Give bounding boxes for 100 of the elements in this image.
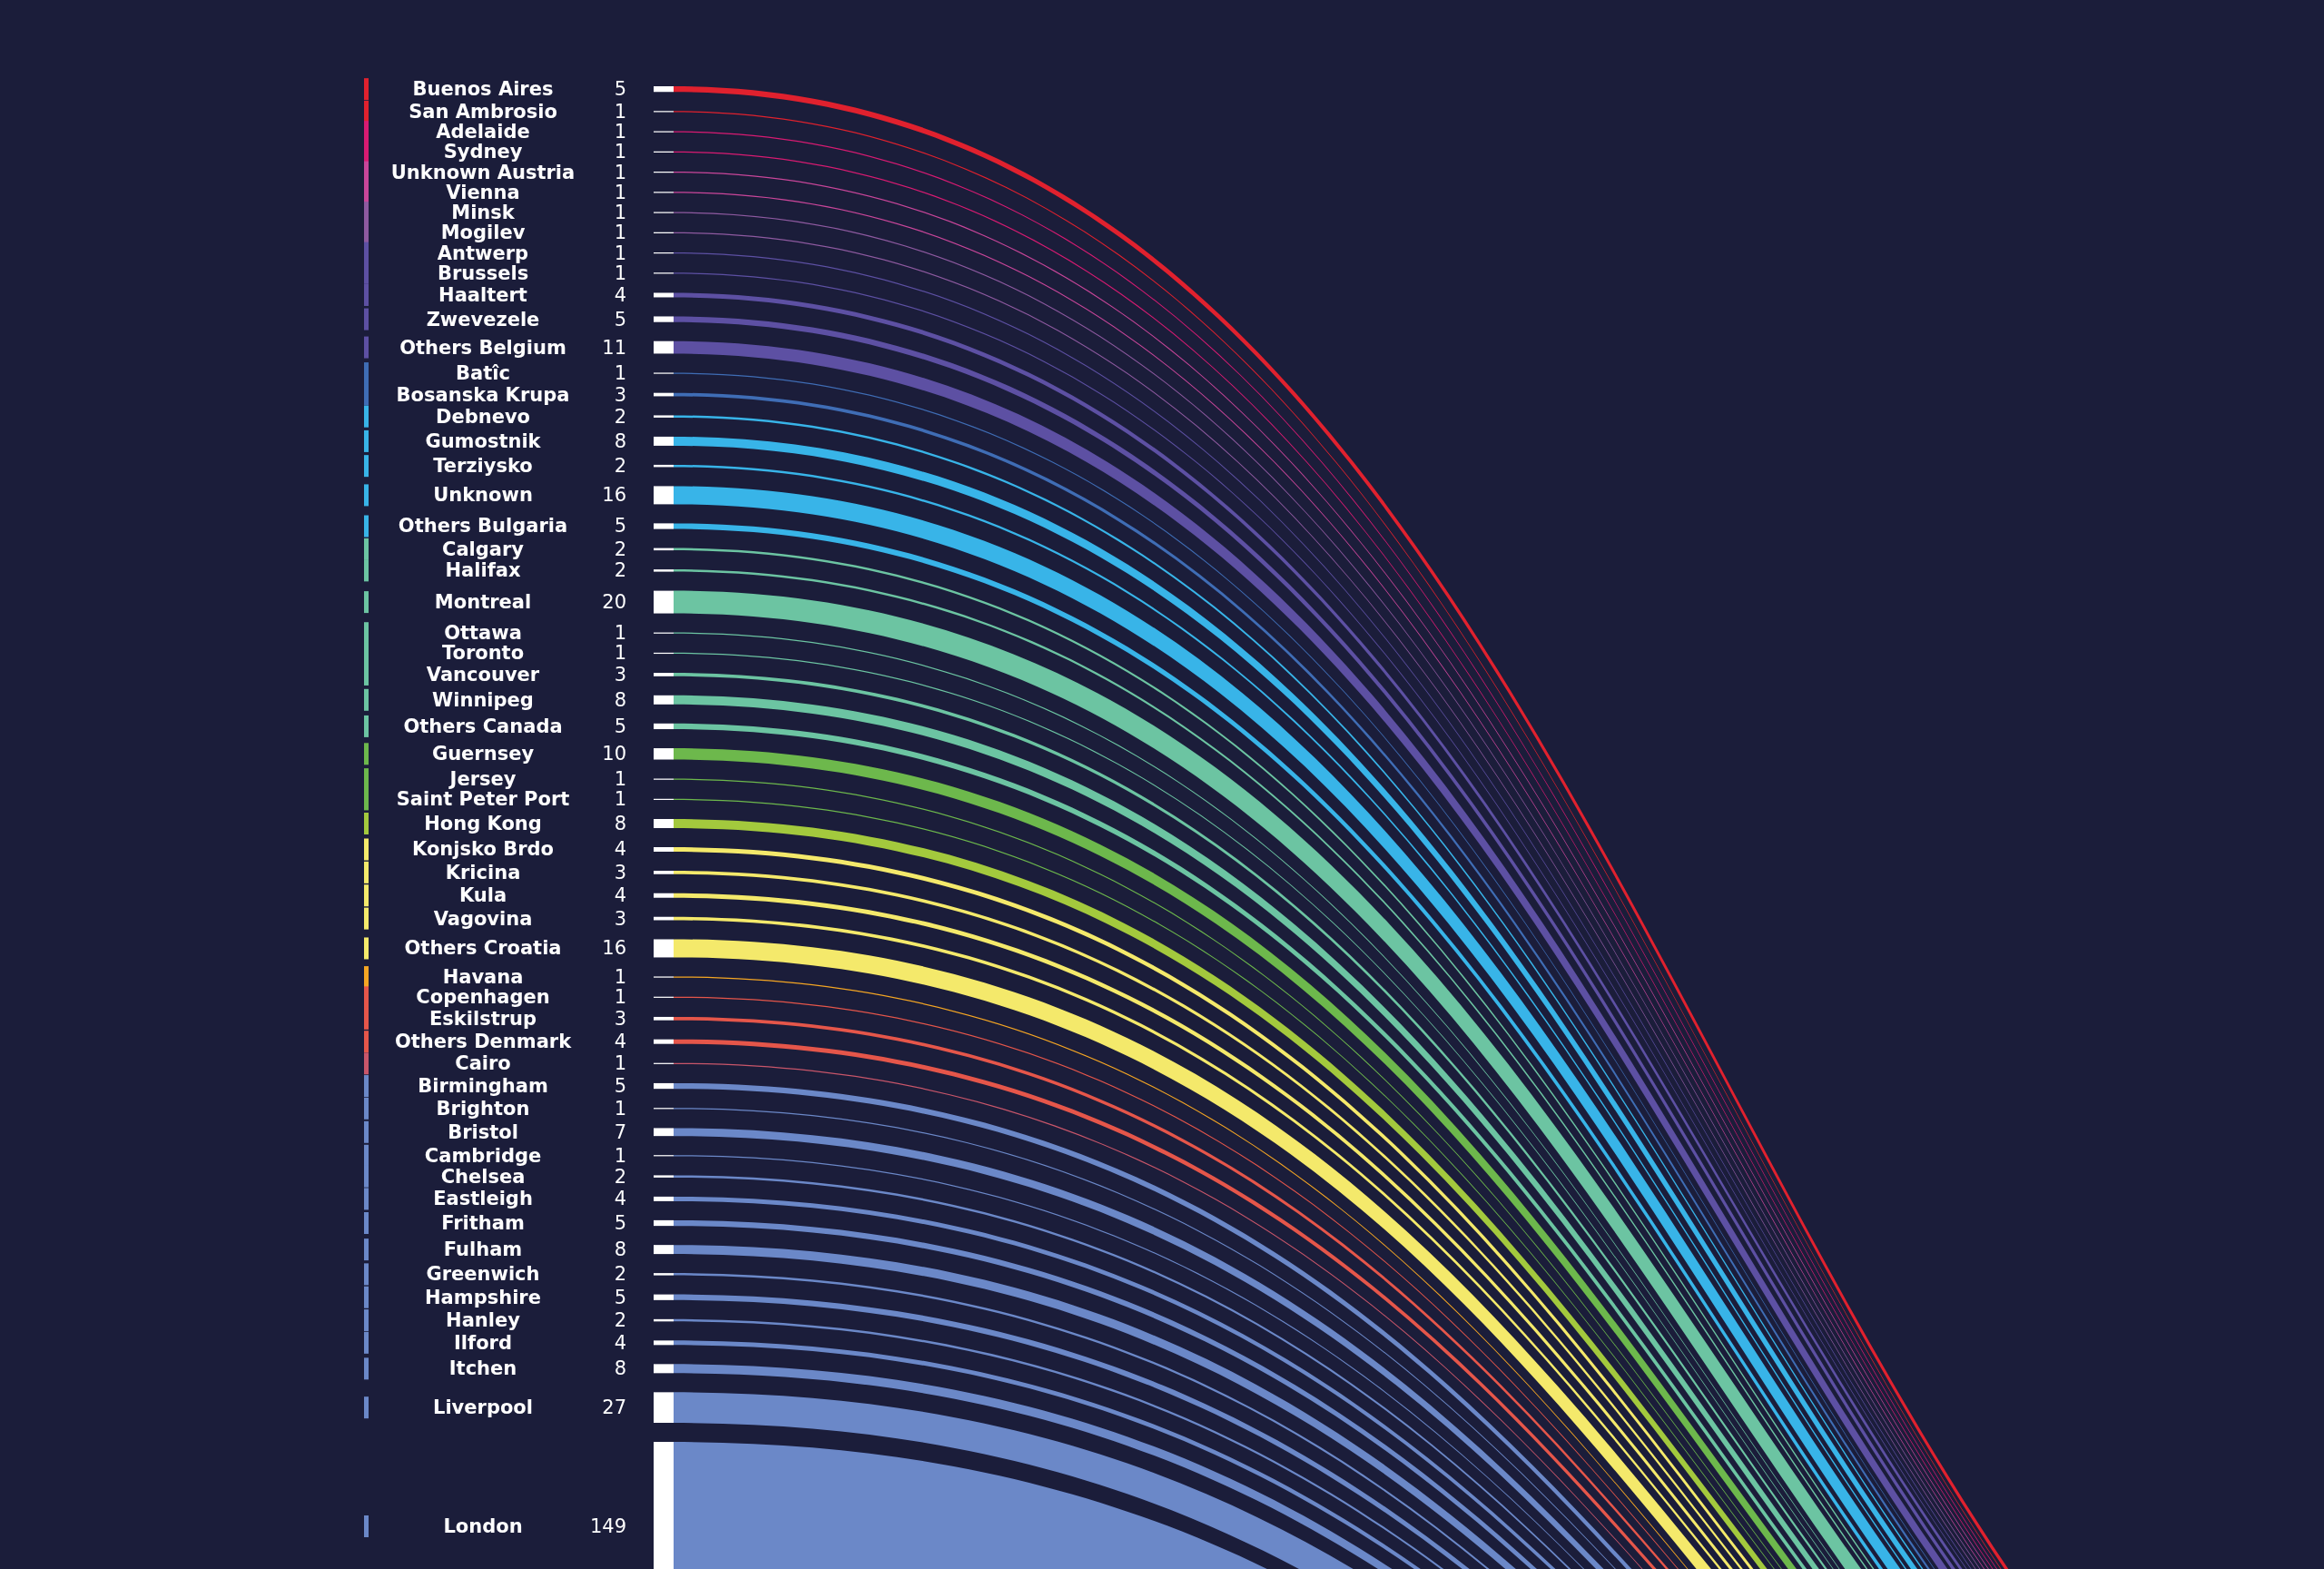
data-label: 3: [614, 907, 626, 930]
category-label: Winnipeg: [432, 688, 534, 711]
category-label: Vienna: [446, 181, 520, 203]
category-label: Kricina: [445, 861, 521, 883]
category-label: Fritham: [441, 1212, 525, 1235]
data-label: 16: [602, 484, 626, 507]
data-label: 16: [602, 937, 626, 960]
category-label: Saint Peter Port: [396, 788, 570, 811]
data-label: 3: [614, 383, 626, 406]
category-label: Toronto: [441, 642, 525, 665]
category-label: Konjsko Brdo: [412, 838, 554, 861]
category-label: Hong Kong: [424, 813, 542, 835]
data-label: 1: [614, 788, 626, 811]
category-label: Others Bulgaria: [398, 515, 568, 538]
data-label: 5: [614, 515, 626, 538]
category-label: Others Denmark: [394, 1031, 573, 1053]
data-label: 8: [614, 1357, 626, 1380]
data-label: 2: [614, 1309, 626, 1332]
category-label: Sydney: [443, 141, 523, 163]
category-label: Vagovina: [433, 907, 533, 930]
category-label: Jersey: [448, 768, 517, 791]
data-label: 4: [614, 1188, 626, 1210]
data-label: 4: [614, 1031, 626, 1053]
data-label: 2: [614, 559, 626, 582]
category-label: Chelsea: [440, 1165, 526, 1188]
data-label: 1: [614, 1144, 626, 1167]
data-label: 3: [614, 663, 626, 686]
data-label: 5: [614, 1212, 626, 1235]
data-label: 4: [614, 1331, 626, 1354]
data-label: 1: [614, 1097, 626, 1120]
data-label: 11: [602, 336, 626, 359]
data-label: 2: [614, 455, 626, 478]
data-label: 1: [614, 202, 626, 224]
data-label: 5: [614, 1075, 626, 1098]
data-label: 2: [614, 405, 626, 428]
category-label: Zwevezele: [426, 308, 540, 331]
data-label: 149: [589, 1515, 626, 1538]
data-label: 1: [614, 768, 626, 791]
data-label: 5: [614, 1286, 626, 1308]
category-label: Havana: [442, 966, 524, 989]
data-label: 1: [614, 222, 626, 244]
category-label: London: [443, 1515, 523, 1538]
category-label: Cambridge: [424, 1144, 542, 1167]
data-label: 1: [614, 242, 626, 264]
category-label: Others Croatia: [404, 937, 562, 960]
data-label: 4: [614, 283, 626, 306]
data-label: 5: [614, 308, 626, 331]
category-label: Bristol: [448, 1120, 518, 1143]
category-label: Adelaide: [436, 121, 530, 143]
data-label: 1: [614, 181, 626, 203]
data-label: 10: [602, 743, 626, 765]
category-label: Haaltert: [438, 283, 527, 306]
data-label: 1: [614, 1052, 626, 1075]
category-label: Fulham: [443, 1238, 523, 1261]
category-label: Terziysko: [433, 455, 533, 478]
category-label: Debnevo: [435, 405, 531, 428]
data-label: 1: [614, 622, 626, 645]
data-label: 1: [614, 100, 626, 123]
category-label: Unknown Austria: [390, 161, 576, 183]
category-label: Kula: [458, 884, 507, 907]
data-label: 4: [614, 838, 626, 861]
category-label: Others Belgium: [399, 336, 566, 359]
data-label: 4: [614, 884, 626, 907]
data-label: 3: [614, 861, 626, 883]
data-label: 5: [614, 715, 626, 737]
data-label: 8: [614, 1238, 626, 1261]
data-label: 2: [614, 1263, 626, 1286]
category-label: Birmingham: [418, 1075, 548, 1098]
data-label: 8: [614, 813, 626, 835]
category-label: San Ambrosio: [409, 100, 557, 123]
category-label: Copenhagen: [416, 986, 550, 1009]
category-label: Gumostnik: [425, 429, 542, 452]
category-label: Buenos Aires: [412, 78, 554, 101]
data-label: 1: [614, 121, 626, 143]
data-label: 8: [614, 688, 626, 711]
category-label: Others Canada: [403, 715, 563, 737]
data-label: 27: [602, 1396, 626, 1419]
category-label: Eastleigh: [433, 1188, 533, 1210]
category-label: Greenwich: [426, 1263, 540, 1286]
category-label: Eskilstrup: [428, 1007, 537, 1030]
category-label: Hampshire: [425, 1286, 541, 1308]
data-label: 1: [614, 642, 626, 665]
data-label: 1: [614, 141, 626, 163]
data-label: 2: [614, 1165, 626, 1188]
category-label: Mogilev: [440, 222, 526, 244]
data-label: 1: [614, 966, 626, 989]
category-label: Montreal: [434, 591, 532, 614]
category-label: Guernsey: [431, 743, 535, 765]
data-label: 7: [614, 1120, 626, 1143]
data-label: 3: [614, 1007, 626, 1030]
data-label: 1: [614, 362, 626, 385]
category-label: Hanley: [446, 1309, 521, 1332]
category-label: Brighton: [436, 1097, 530, 1120]
category-label: Ilford: [454, 1331, 512, 1354]
data-label: 1: [614, 262, 626, 284]
category-label: Halifax: [445, 559, 521, 582]
category-label: Calgary: [441, 538, 525, 560]
category-label: Ottawa: [444, 622, 522, 645]
data-label: 20: [602, 591, 626, 614]
category-label: Batîc: [456, 362, 510, 385]
